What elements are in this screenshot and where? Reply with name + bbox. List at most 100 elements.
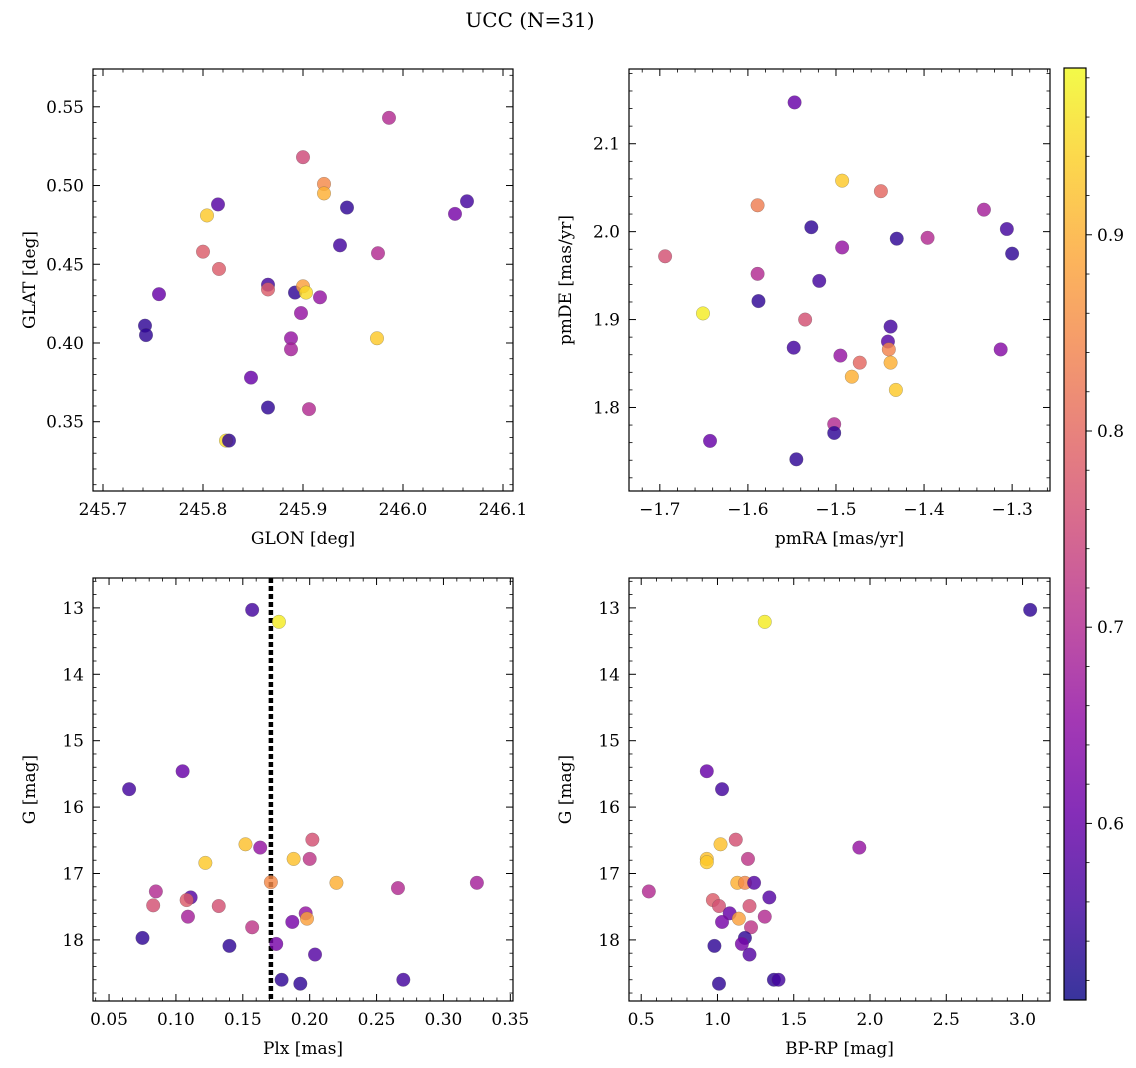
scatter-point bbox=[833, 348, 848, 363]
scatter-point bbox=[313, 290, 328, 305]
x-tick-label: −1.4 bbox=[903, 500, 944, 520]
scatter-point bbox=[286, 851, 301, 866]
x-tick-label: 3.0 bbox=[1009, 1010, 1036, 1030]
x-axis-label: Plx [mas] bbox=[263, 1039, 343, 1059]
y-tick-label: 16 bbox=[62, 798, 84, 818]
scatter-point bbox=[274, 972, 289, 987]
scatter-point bbox=[195, 244, 210, 259]
scatter-point bbox=[222, 938, 237, 953]
plot-frame bbox=[628, 577, 1051, 1002]
scatter-point bbox=[179, 893, 194, 908]
scatter-point bbox=[396, 972, 411, 987]
x-tick-label: 0.20 bbox=[291, 1010, 329, 1030]
y-tick-label: 17 bbox=[598, 865, 620, 885]
scatter-point bbox=[889, 231, 904, 246]
scatter-point bbox=[245, 920, 260, 935]
y-axis-label: pmDE [mas/yr] bbox=[556, 215, 576, 345]
scatter-point bbox=[658, 249, 673, 264]
scatter-point bbox=[699, 764, 714, 779]
colorbar-tick-label: 0.8 bbox=[1097, 422, 1124, 442]
y-tick-label: 1.8 bbox=[593, 398, 620, 418]
scatter-point bbox=[827, 425, 842, 440]
scatter-point bbox=[757, 614, 772, 629]
scatter-point bbox=[180, 909, 195, 924]
scatter-point bbox=[852, 840, 867, 855]
figure-title: UCC (N=31) bbox=[465, 8, 595, 32]
colorbar-gradient bbox=[1064, 68, 1086, 1000]
scatter-point bbox=[211, 261, 226, 276]
x-tick-label: 0.10 bbox=[157, 1010, 195, 1030]
scatter-point bbox=[460, 194, 475, 209]
x-tick-label: 1.0 bbox=[704, 1010, 731, 1030]
y-tick-label: 18 bbox=[598, 931, 620, 951]
scatter-point bbox=[269, 936, 284, 951]
scatter-point bbox=[294, 306, 309, 321]
x-axis-label: GLON [deg] bbox=[251, 529, 355, 549]
scatter-point bbox=[261, 400, 276, 415]
scatter-point bbox=[740, 851, 755, 866]
scatter-point bbox=[305, 832, 320, 847]
x-tick-label: −1.5 bbox=[815, 500, 856, 520]
y-tick-label: 17 bbox=[62, 865, 84, 885]
scatter-point bbox=[340, 200, 355, 215]
scatter-point bbox=[469, 875, 484, 890]
x-axis-label: BP-RP [mag] bbox=[785, 1039, 894, 1059]
scatter-point bbox=[317, 186, 332, 201]
plot-frame bbox=[628, 68, 1051, 492]
scatter-point bbox=[299, 285, 314, 300]
scatter-point bbox=[284, 342, 299, 357]
scatter-point bbox=[151, 287, 166, 302]
scatter-point bbox=[146, 898, 161, 913]
scatter-point bbox=[699, 855, 714, 870]
scatter-point bbox=[715, 782, 730, 797]
scatter-point bbox=[888, 382, 903, 397]
scatter-point bbox=[199, 208, 214, 223]
scatter-point bbox=[715, 914, 730, 929]
scatter-point bbox=[148, 884, 163, 899]
x-tick-label: 246.0 bbox=[379, 500, 428, 520]
colorbar-frame bbox=[1063, 67, 1087, 1001]
y-tick-label: 13 bbox=[598, 599, 620, 619]
x-tick-label: −1.7 bbox=[639, 500, 680, 520]
colorbar-tick-label: 0.9 bbox=[1097, 226, 1124, 246]
x-tick-label: −1.3 bbox=[991, 500, 1032, 520]
scatter-point bbox=[798, 312, 813, 327]
scatter-point bbox=[844, 369, 859, 384]
scatter-point bbox=[371, 246, 386, 261]
y-tick-label: 2.1 bbox=[593, 135, 620, 155]
scatter-point bbox=[852, 355, 867, 370]
y-axis-label: G [mag] bbox=[556, 755, 576, 824]
x-axis-label: pmRA [mas/yr] bbox=[775, 529, 904, 549]
scatter-point bbox=[789, 452, 804, 467]
scatter-point bbox=[771, 972, 786, 987]
scatter-point bbox=[742, 899, 757, 914]
colorbar: 0.6 0.7 0.8 0.9 bbox=[1063, 67, 1124, 1001]
x-tick-label: 0.15 bbox=[224, 1010, 262, 1030]
x-tick-label: 2.5 bbox=[933, 1010, 960, 1030]
panel-bprp-g: 0.5 1.0 1.5 2.0 2.5 3.0 13 14 15 16 17 18 BP-RP [mag… bbox=[556, 577, 1051, 1059]
colorbar-tick-label: 0.6 bbox=[1097, 814, 1124, 834]
y-tick-label: 0.35 bbox=[46, 413, 84, 433]
y-tick-label: 0.40 bbox=[46, 334, 84, 354]
scatter-point bbox=[707, 938, 722, 953]
scatter-point bbox=[243, 370, 258, 385]
scatter-point bbox=[211, 899, 226, 914]
scatter-point bbox=[703, 433, 718, 448]
scatter-point bbox=[883, 319, 898, 334]
y-axis-label: G [mag] bbox=[20, 755, 40, 824]
x-tick-label: 245.9 bbox=[279, 500, 328, 520]
x-tick-label: −1.6 bbox=[727, 500, 768, 520]
x-tick-label: 1.5 bbox=[780, 1010, 807, 1030]
scatter-point bbox=[728, 832, 743, 847]
scatter-point bbox=[370, 331, 385, 346]
scatter-point bbox=[812, 273, 827, 288]
scatter-point bbox=[731, 911, 746, 926]
scatter-point bbox=[835, 240, 850, 255]
scatter-point bbox=[122, 782, 137, 797]
scatter-point bbox=[750, 266, 765, 281]
scatter-point bbox=[253, 840, 268, 855]
y-tick-label: 1.9 bbox=[593, 311, 620, 331]
scatter-point bbox=[448, 206, 463, 221]
scatter-point bbox=[1005, 246, 1020, 261]
